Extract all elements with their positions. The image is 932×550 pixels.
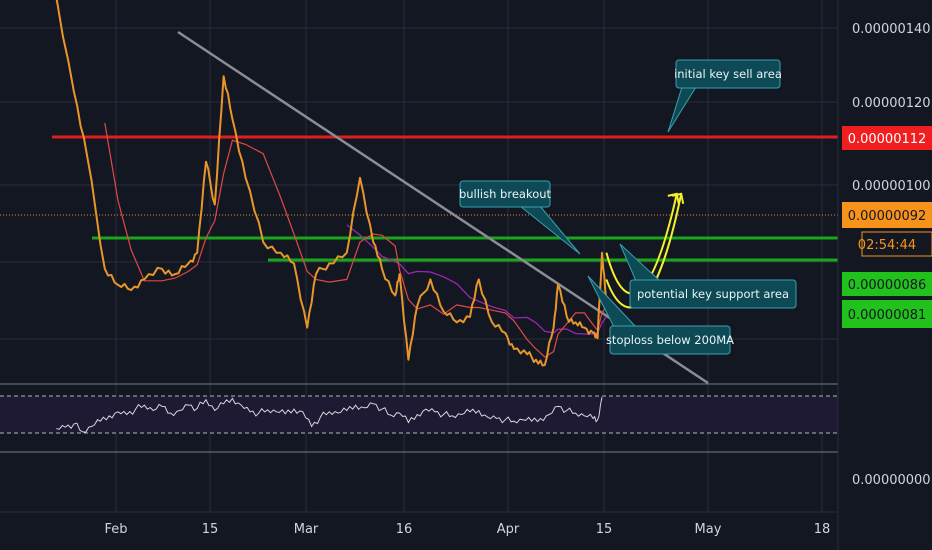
- time-axis-label: Apr: [497, 522, 520, 537]
- callout-text-support: potential key support area: [637, 287, 789, 301]
- price-axis-label: 0.00000000: [852, 473, 931, 488]
- callout-box: [609, 325, 731, 355]
- rsi-frame: [0, 383, 838, 453]
- callout-text-breakout: bullish breakout: [459, 187, 552, 201]
- last-price-tag: 0.00000092: [842, 202, 932, 228]
- time-axis-label: 18: [814, 522, 831, 537]
- time-axis-label: Mar: [294, 522, 319, 537]
- resistance-price-tag-bg: [842, 126, 932, 150]
- price-axis: 0.00000140 0.00000120 0.00000100 0.00000000…: [837, 0, 932, 550]
- callout-breakout: bullish breakout: [459, 180, 581, 255]
- countdown-tag: 02:54:44: [842, 232, 932, 256]
- callout-support: potential key support area: [619, 243, 797, 309]
- callout-box: [459, 180, 551, 208]
- price-axis-label: 0.00000140: [852, 22, 931, 37]
- support-lower-price-tag-text: 0.00000081: [848, 308, 927, 323]
- callout-sell: initial key sell area: [667, 59, 782, 133]
- time-axis-label: 16: [396, 522, 413, 537]
- support-lower-price-tag-bg: [842, 300, 932, 328]
- annotations: initial key sell area bullish breakout pot…: [459, 59, 797, 355]
- projection-arrowhead-2: [671, 192, 685, 205]
- price-axis-label: 0.00000100: [852, 179, 931, 194]
- support-upper-price-tag-bg: [842, 272, 932, 296]
- last-price-tag-bg: [842, 202, 932, 228]
- callout-text-stoploss: stoploss below 200MA: [606, 333, 734, 347]
- time-axis-label: Feb: [104, 522, 127, 537]
- last-price-tag-text: 0.00000092: [848, 209, 927, 224]
- callout-text-sell: initial key sell area: [674, 67, 782, 81]
- time-axis-label: May: [695, 522, 722, 537]
- resistance-price-tag-text: 0.00000112: [848, 132, 927, 147]
- price-axis-label: 0.00000120: [852, 96, 931, 111]
- support-lower-price-tag: 0.00000081: [842, 300, 932, 328]
- time-axis: Feb 15 Mar 16 Apr 15 May 18: [0, 511, 838, 537]
- resistance-price-tag: 0.00000112: [842, 126, 932, 150]
- ma-long-line: [346, 224, 607, 335]
- price-line: [55, 0, 608, 367]
- ma-short-line: [104, 122, 607, 358]
- callout-box: [629, 279, 797, 309]
- countdown-border: [861, 231, 932, 257]
- countdown-tag-text: 02:54:44: [858, 238, 916, 253]
- callout-box: [675, 59, 781, 89]
- callout-stoploss: stoploss below 200MA: [587, 275, 734, 355]
- rsi-band: [0, 396, 838, 433]
- support-upper-price-tag: 0.00000086: [842, 272, 932, 296]
- rsi-line: [56, 397, 603, 433]
- time-axis-label: 15: [596, 522, 613, 537]
- countdown-tag-bg: [842, 232, 932, 256]
- support-upper-price-tag-text: 0.00000086: [848, 278, 927, 293]
- time-axis-label: 15: [202, 522, 219, 537]
